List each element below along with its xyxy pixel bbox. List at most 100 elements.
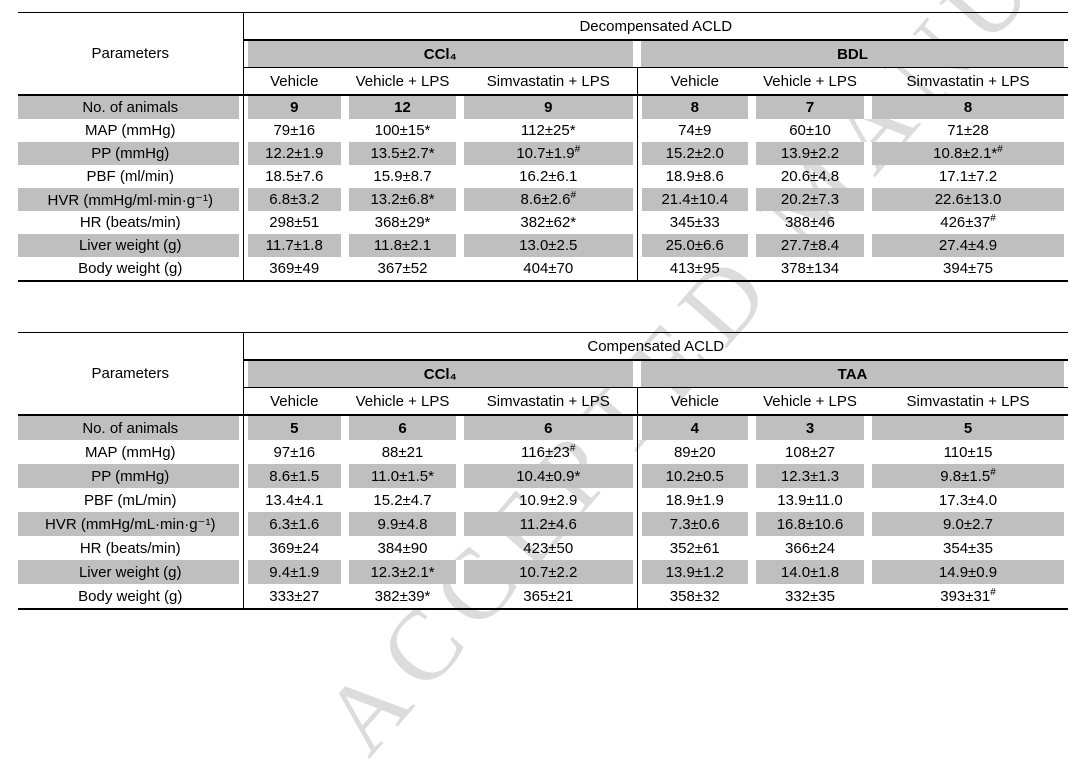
column-header: Vehicle (636, 387, 752, 416)
data-cell: 3 (752, 415, 868, 440)
table-title: Compensated ACLD (242, 332, 1068, 361)
data-cell: 10.9±2.9 (519, 491, 578, 509)
data-cell: 108±27 (785, 443, 835, 461)
data-cell: 368±29* (374, 214, 431, 231)
data-cell: 16.2±6.1 (519, 168, 578, 185)
significance-marker: # (990, 466, 996, 478)
row-label: HR (beats/min) (79, 539, 181, 557)
data-cell: 16.8±10.6 (752, 512, 868, 536)
data-cell: 11.2±4.6 (460, 512, 637, 536)
data-cell: 12.3±1.3 (752, 464, 868, 488)
data-cell: 20.6±4.8 (780, 168, 840, 185)
data-cell: 6.3±1.6 (242, 512, 345, 536)
row-label: Body weight (g) (78, 587, 183, 605)
header-row-title: Parameters Compensated ACLD (18, 332, 1068, 416)
data-cell: 404±70 (523, 260, 574, 277)
data-cell: 18.5±7.6 (242, 165, 345, 188)
data-cell: 15.2±4.7 (373, 491, 432, 509)
data-cell: 378±134 (780, 260, 840, 277)
data-cell: 25.0±6.6 (636, 234, 752, 257)
data-cell: 11.8±2.1 (345, 234, 460, 257)
data-cell: 79±16 (242, 119, 345, 142)
group-header: CCl₄ (242, 40, 637, 68)
data-cell: 100±15* (374, 122, 431, 139)
table-row: HR (beats/min) 298±51 368±29* 382±62* 345±33… (18, 211, 1068, 234)
data-cell: 13.2±6.8* (345, 188, 460, 211)
table-title: Decompensated ACLD (242, 12, 1068, 41)
table-row: Liver weight (g) 11.7±1.8 11.8±2.1 13.0±2.5… (18, 234, 1068, 257)
data-cell: 110±15 (943, 443, 993, 461)
data-cell: 12.2±1.9 (242, 142, 345, 165)
table-row: MAP (mmHg) 79±16 100±15* 112±25* 74±9 60±10 71… (18, 119, 1068, 142)
significance-marker: # (990, 586, 996, 598)
group-header: TAA (637, 360, 1068, 388)
row-label: PP (mmHg) (18, 142, 243, 165)
data-cell: 369±24 (242, 536, 345, 560)
data-cell: 388±46 (785, 214, 835, 231)
data-cell: 9.4±1.9 (242, 560, 345, 584)
data-cell: 369±49 (242, 257, 345, 281)
data-cell: 6 (460, 415, 637, 440)
header-row-treatments: Vehicle Vehicle + LPS Simvastatin + LPS Veh… (18, 387, 1068, 416)
data-cell: 97±16 (242, 440, 345, 464)
row-label: MAP (mmHg) (84, 443, 176, 461)
data-cell: 14.9±0.9 (868, 560, 1068, 584)
row-label: HVR (mmHg/mL·min·g⁻¹) (18, 512, 243, 536)
data-cell: 27.4±4.9 (868, 234, 1068, 257)
column-header: Simvastatin + LPS (868, 67, 1068, 96)
data-cell: 89±20 (636, 440, 752, 464)
data-cell: 413±95 (636, 257, 752, 281)
data-cell: 13.9±11.0 (777, 491, 843, 509)
data-cell: 352±61 (636, 536, 752, 560)
header-row-groups: CCl₄ TAA (18, 360, 1068, 388)
data-cell: 9.9±4.8 (345, 512, 460, 536)
data-cell: 13.9±2.2 (752, 142, 868, 165)
significance-marker: # (574, 144, 581, 155)
data-cell: 15.2±2.0 (636, 142, 752, 165)
table-row: MAP (mmHg) 97±16 88±21 116±23# 89±20 108±27 11… (18, 440, 1068, 464)
data-cell: 7.3±0.6 (636, 512, 752, 536)
data-cell: 13.9±1.2 (636, 560, 752, 584)
data-cell: 18.9±8.6 (636, 165, 752, 188)
row-label: MAP (mmHg) (84, 122, 176, 139)
row-label: Body weight (g) (78, 260, 183, 277)
data-cell: 5 (242, 415, 345, 440)
row-label: PP (mmHg) (18, 464, 243, 488)
data-cell: 9.8±1.5# (868, 464, 1068, 488)
table-row: HR (beats/min) 369±24 384±90 423±50 352±61 36… (18, 536, 1068, 560)
data-cell: 426±37# (940, 213, 996, 232)
data-cell: 8.6±2.6# (460, 188, 637, 211)
data-cell: 17.1±7.2 (938, 168, 998, 185)
data-cell: 366±24 (785, 539, 835, 557)
data-cell: 74±9 (636, 119, 752, 142)
data-cell: 345±33 (636, 211, 752, 234)
data-cell: 6.8±3.2 (242, 188, 345, 211)
data-cell: 71±28 (947, 122, 989, 139)
column-header: Vehicle + LPS (752, 67, 868, 96)
decompensated-acld-table: Parameters Decompensated ACLD CCl₄ BDL Vehic… (18, 12, 1068, 282)
header-row-groups: CCl₄ BDL (18, 40, 1068, 68)
group-header: BDL (637, 40, 1068, 68)
data-cell: 20.2±7.3 (752, 188, 868, 211)
data-cell: 60±10 (789, 122, 831, 139)
table-row: No. of animals 5 6 6 4 3 5 (18, 415, 1068, 440)
data-cell: 10.2±0.5 (636, 464, 752, 488)
data-cell: 7 (752, 95, 868, 119)
data-cell: 13.0±2.5 (460, 234, 637, 257)
table-row: HVR (mmHg/mL·min·g⁻¹) 6.3±1.6 9.9±4.8 11.2±… (18, 512, 1068, 536)
data-cell: 8.6±1.5 (242, 464, 345, 488)
table-row: HVR (mmHg/ml·min·g⁻¹) 6.8±3.2 13.2±6.8* 8.6… (18, 188, 1068, 211)
data-cell: 9 (460, 95, 637, 119)
data-cell: 10.4±0.9* (460, 464, 637, 488)
data-cell: 11.0±1.5* (345, 464, 460, 488)
table-row: Body weight (g) 333±27 382±39* 365±21 358±32… (18, 584, 1068, 609)
table-row: Body weight (g) 369±49 367±52 404±70 413±95 3… (18, 257, 1068, 281)
data-cell: 332±35 (785, 587, 835, 605)
compensated-acld-table: Parameters Compensated ACLD CCl₄ TAA Vehicle… (18, 332, 1068, 610)
data-cell: 88±21 (381, 443, 424, 461)
data-cell: 8 (868, 95, 1068, 119)
data-cell: 5 (868, 415, 1068, 440)
data-cell: 112±25* (520, 122, 576, 139)
column-header: Vehicle (242, 67, 345, 96)
row-label: PBF (ml/min) (86, 168, 175, 185)
